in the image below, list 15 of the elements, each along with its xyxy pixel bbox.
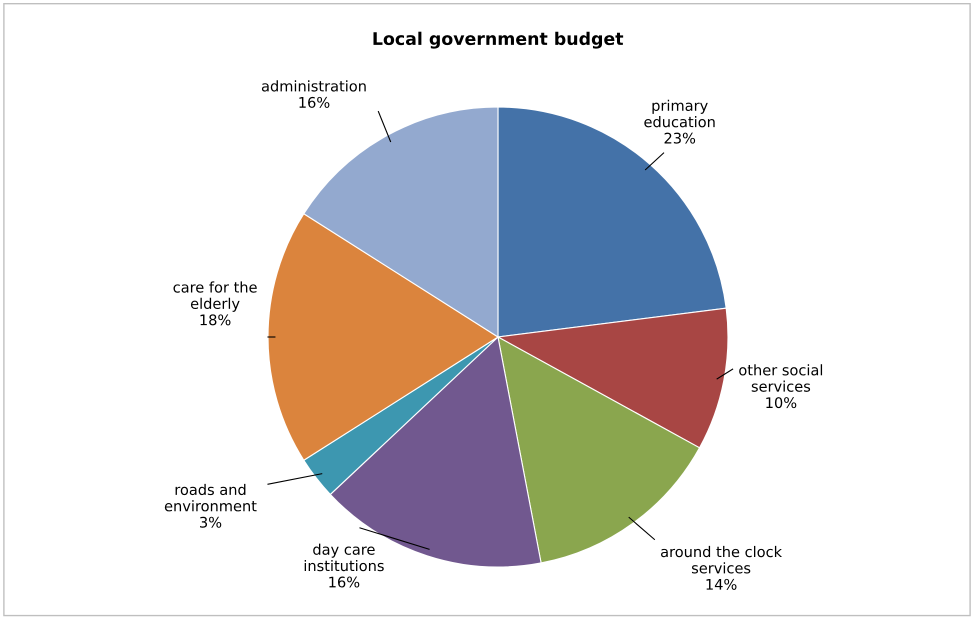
data-label: 16% (299, 96, 330, 108)
slice-label: around the clock services (661, 546, 782, 574)
slice-label: roads and environment (164, 484, 257, 512)
slice-label: day care institutions (304, 544, 384, 572)
data-label: 18% (200, 314, 230, 326)
slice-label: administration (262, 80, 366, 92)
data-label: 16% (329, 576, 360, 588)
chart-title: Local government budget (373, 32, 624, 49)
slice-label: care for the elderly (173, 281, 257, 312)
slice-label: other social services (739, 364, 822, 392)
data-label: 23% (664, 132, 696, 144)
data-label: 14% (706, 578, 736, 590)
slice-label: primary education (644, 100, 715, 128)
data-label: 3% (200, 516, 222, 528)
data-label: 10% (766, 397, 796, 408)
